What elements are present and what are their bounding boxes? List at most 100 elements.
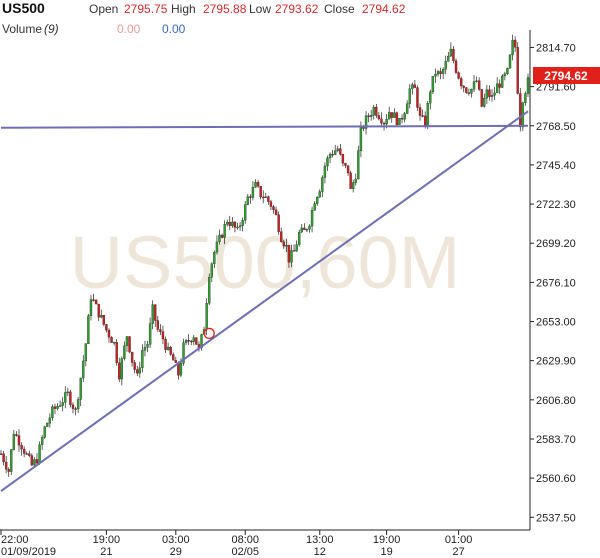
- candle-down: [25, 453, 28, 455]
- candle-up: [182, 342, 185, 364]
- candle-down: [519, 93, 522, 128]
- candle-up: [112, 342, 116, 344]
- candle-up: [398, 118, 401, 125]
- x-tick-date-label: 19: [380, 546, 392, 558]
- x-tick-date-label: 02/05: [231, 546, 259, 558]
- candle-up: [434, 74, 437, 77]
- candle-down: [130, 351, 134, 363]
- candle-down: [128, 336, 131, 353]
- candle-down: [423, 115, 427, 127]
- candle-down: [413, 84, 417, 88]
- candle-down: [15, 434, 18, 436]
- candle-up: [179, 363, 183, 376]
- candle-up: [441, 69, 445, 74]
- candle-up: [238, 225, 242, 228]
- close-value: 2794.62: [362, 2, 406, 16]
- candle-up: [305, 229, 309, 231]
- candle-up: [215, 241, 219, 253]
- candle-up: [223, 224, 226, 238]
- close-label: Close: [324, 2, 355, 16]
- candle-up: [526, 77, 530, 94]
- candle-down: [416, 87, 419, 108]
- symbol-name: US500: [2, 0, 45, 16]
- candle-up: [166, 346, 170, 350]
- x-tick-date-label: 29: [170, 546, 182, 558]
- candle-up: [84, 343, 88, 362]
- candle-up: [151, 304, 154, 324]
- candle-down: [452, 48, 455, 61]
- candle-up: [323, 165, 327, 178]
- candle-down: [382, 123, 386, 125]
- candle-down: [516, 47, 519, 94]
- candle-up: [205, 303, 208, 330]
- candle-down: [102, 315, 106, 325]
- candle-down: [92, 299, 95, 301]
- candle-up: [66, 391, 70, 394]
- candle-down: [477, 80, 481, 90]
- plot-area[interactable]: [0, 34, 530, 477]
- candle-down: [161, 331, 165, 340]
- candle-down: [233, 221, 237, 228]
- candle-up: [426, 103, 429, 127]
- x-tick-time-label: 22:00: [1, 534, 29, 546]
- x-tick-time-label: 13:00: [306, 534, 334, 546]
- candle-up: [318, 191, 321, 198]
- candle-up: [64, 392, 67, 403]
- horizontal-support-line[interactable]: [0, 124, 529, 129]
- candle-up: [501, 75, 504, 88]
- candle-up: [506, 67, 509, 74]
- candle-up: [148, 323, 152, 345]
- candle-up: [226, 221, 229, 225]
- ascending-trend-line[interactable]: [0, 110, 529, 492]
- candle-up: [200, 334, 203, 349]
- candle-down: [287, 245, 291, 263]
- candle-down: [7, 469, 10, 472]
- candle-down: [133, 362, 136, 370]
- candle-down: [467, 92, 471, 94]
- candle-up: [403, 113, 406, 120]
- candle-down: [172, 354, 175, 361]
- low-label: Low: [249, 2, 272, 16]
- y-tick-label: 2606.80: [536, 395, 576, 407]
- candle-down: [154, 304, 157, 321]
- candle-up: [285, 245, 288, 247]
- candle-down: [280, 231, 283, 242]
- candle-up: [12, 434, 16, 450]
- volume-value-b: 0.00: [162, 22, 186, 36]
- y-tick-label: 2583.70: [536, 434, 576, 446]
- candle-down: [107, 329, 111, 338]
- trendline-anchor-marker[interactable]: [203, 327, 215, 340]
- candle-up: [100, 315, 103, 318]
- candle-up: [89, 299, 93, 316]
- candle-up: [359, 126, 363, 151]
- candle-down: [269, 201, 273, 207]
- drawing-lines[interactable]: [0, 110, 529, 492]
- candle-down: [94, 299, 98, 305]
- volume-label: Volume: [2, 22, 43, 36]
- candle-down: [341, 154, 345, 164]
- candle-down: [346, 165, 350, 174]
- candle-up: [493, 92, 496, 96]
- y-tick-label: 2653.00: [536, 317, 576, 329]
- y-tick-label: 2560.60: [536, 473, 576, 485]
- candle-up: [354, 178, 357, 183]
- x-tick-time-label: 19:00: [373, 534, 401, 546]
- y-tick-label: 2745.40: [536, 160, 576, 172]
- candle-up: [125, 336, 129, 347]
- candle-down: [349, 172, 352, 189]
- candle-up: [364, 115, 368, 129]
- candle-up: [429, 91, 432, 104]
- candle-down: [74, 408, 77, 410]
- candle-down: [480, 89, 483, 107]
- candle-down: [400, 118, 404, 120]
- candle-up: [192, 337, 195, 342]
- candle-up: [244, 204, 247, 221]
- y-tick-label: 2676.10: [536, 277, 576, 289]
- candle-up: [524, 93, 527, 104]
- candle-up: [123, 345, 126, 359]
- candle-up: [393, 112, 396, 118]
- chart-watermark: US500,60M: [70, 221, 461, 304]
- candle-down: [380, 118, 383, 124]
- candle-up: [246, 196, 249, 205]
